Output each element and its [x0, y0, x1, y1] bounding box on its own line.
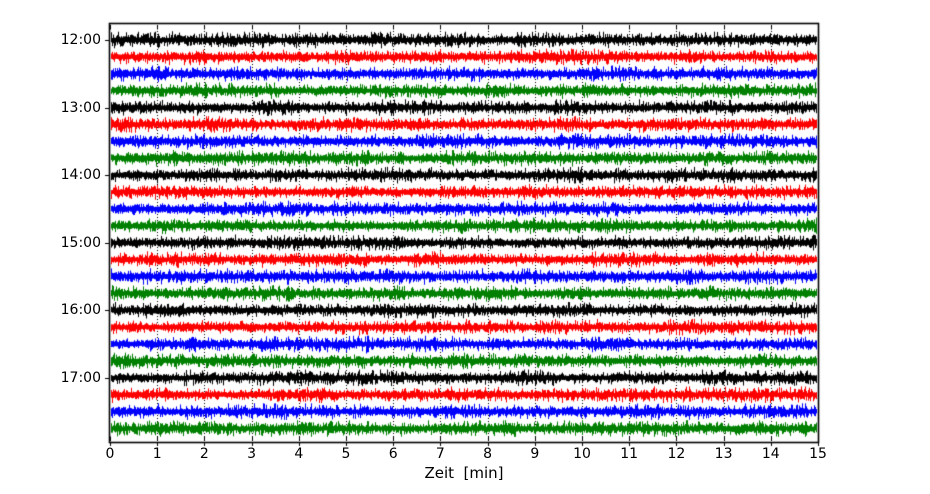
y-tick-label: 12:00: [60, 32, 101, 48]
x-tick-label: 15: [809, 446, 827, 462]
x-tick-label: 5: [341, 446, 351, 462]
x-tick-label: 9: [530, 446, 540, 462]
y-tick-label: 17:00: [60, 369, 101, 386]
x-axis-label: Zeit [min]: [424, 464, 504, 482]
x-tick-label: 13: [714, 446, 733, 462]
x-tick-label: 7: [435, 446, 445, 462]
x-tick-label: 12: [667, 446, 686, 462]
x-tick-label: 4: [294, 446, 304, 462]
x-tick-label: 0: [105, 446, 115, 462]
x-tick-label: 2: [199, 446, 209, 462]
x-tick-label: 6: [388, 446, 398, 462]
y-tick-label: 16:00: [60, 302, 101, 319]
x-tick-label: 3: [247, 446, 257, 462]
x-tick-label: 8: [483, 446, 493, 462]
y-tick-label: 15:00: [60, 234, 101, 251]
y-tick-label: 13:00: [60, 99, 101, 116]
x-tick-label: 14: [761, 446, 780, 462]
x-tick-label: 1: [152, 446, 162, 462]
x-tick-label: 10: [573, 446, 591, 462]
y-tick-label: 14:00: [60, 167, 101, 184]
x-tick-label: 11: [620, 446, 639, 462]
